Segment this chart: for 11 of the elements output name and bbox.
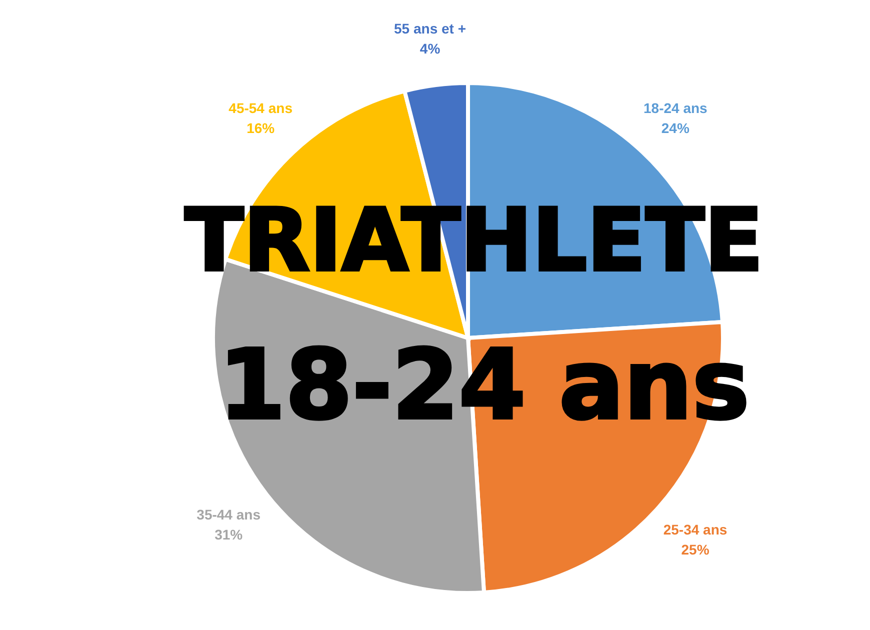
slice-label: 55 ans et + [394,20,466,36]
slice-label: 18-24 ans [644,100,708,116]
slice-label: 35-44 ans [196,506,261,523]
slice-label: 25-34 ans [663,521,728,538]
data-label: 16% [246,120,276,136]
data-label: 4% [420,40,441,56]
data-label: 31% [214,526,244,543]
text: TRIATHLETE [184,191,764,291]
slice-label: 45-54 ans [228,100,293,116]
data-label: 25% [681,541,710,558]
data-label: 24% [661,120,690,136]
